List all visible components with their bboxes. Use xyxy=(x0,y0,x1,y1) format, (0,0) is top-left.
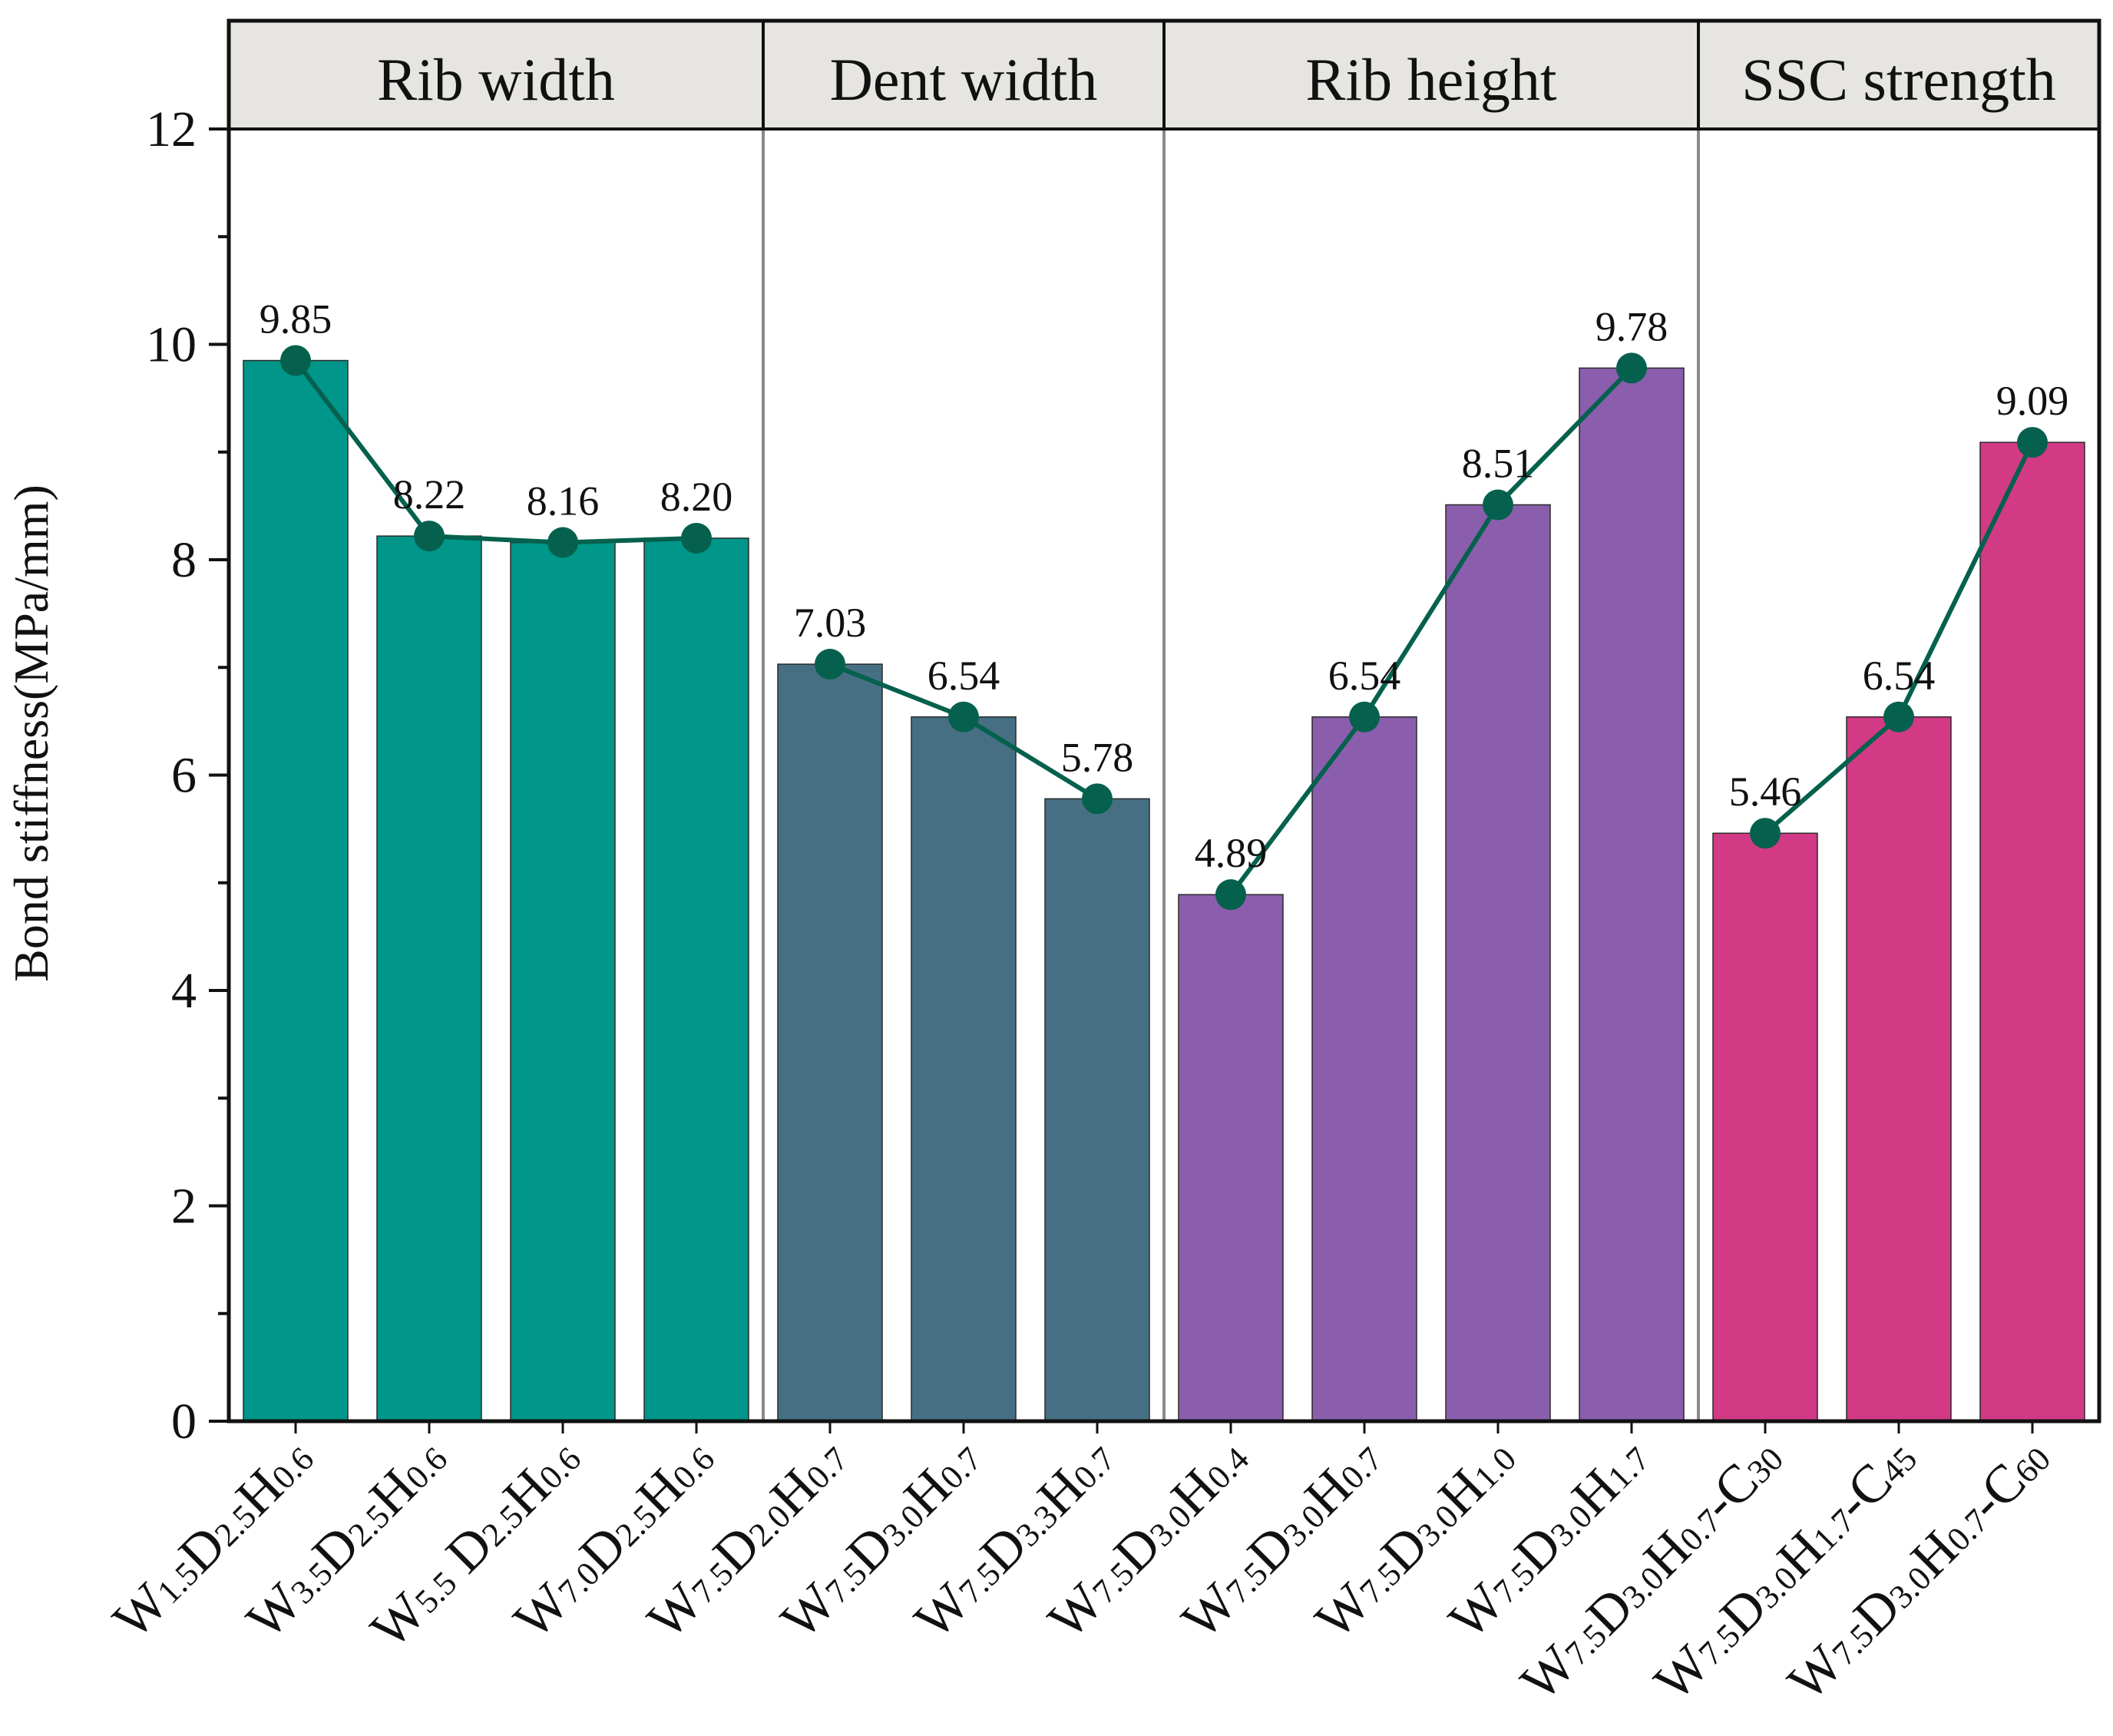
plot-frame xyxy=(227,18,2101,1424)
value-label-12: 6.54 xyxy=(1863,653,1936,699)
bar-6 xyxy=(1044,798,1150,1422)
value-label-0: 9.85 xyxy=(260,296,332,342)
data-point-6 xyxy=(1082,783,1113,815)
group-label-2: Rib height xyxy=(1305,46,1556,113)
data-point-1 xyxy=(414,521,445,552)
value-label-5: 6.54 xyxy=(928,653,1000,699)
value-label-7: 4.89 xyxy=(1195,830,1268,876)
data-point-12 xyxy=(1883,701,1914,732)
value-label-8: 6.54 xyxy=(1328,653,1401,699)
bar-7 xyxy=(1178,894,1284,1422)
value-label-1: 8.22 xyxy=(393,471,466,517)
bar-11 xyxy=(1712,832,1818,1422)
bar-13 xyxy=(1979,441,2085,1422)
value-label-13: 9.09 xyxy=(1996,378,2069,424)
bar-0 xyxy=(243,359,349,1422)
data-point-2 xyxy=(547,527,578,558)
trend-line-0 xyxy=(293,359,697,545)
axes: 0 2 4 6 8 10 12 xyxy=(146,18,2101,1450)
value-label-4: 7.03 xyxy=(794,600,867,646)
category-labels: W1.5D2.5H0.6W3.5D2.5H0.6W5.5 D2.5H0.6W7.… xyxy=(102,1428,2058,1712)
category-label-11: W7.5D3.0H0.7-C30 xyxy=(1510,1428,1794,1712)
category-label-3: W7.0D2.5H0.6 xyxy=(503,1428,725,1650)
value-label-3: 8.20 xyxy=(660,474,733,520)
data-point-13 xyxy=(2017,427,2048,458)
value-label-2: 8.16 xyxy=(527,478,600,524)
data-point-0 xyxy=(280,345,311,376)
bar-3 xyxy=(643,537,749,1422)
group-dividers xyxy=(762,129,1700,1421)
data-point-10 xyxy=(1616,352,1647,384)
value-label-11: 5.46 xyxy=(1729,769,1802,815)
y-tick-label-0: 0 xyxy=(171,1394,197,1450)
bars xyxy=(243,359,2085,1422)
value-label-10: 9.78 xyxy=(1595,303,1668,349)
y-tick-label-2: 2 xyxy=(171,1179,197,1235)
data-point-7 xyxy=(1215,879,1246,911)
y-tick-label-6: 6 xyxy=(171,748,197,804)
group-header-band: Rib width Dent width Rib height SSC strengt… xyxy=(229,21,2099,129)
trend-line-2 xyxy=(1228,366,1634,896)
bar-10 xyxy=(1579,367,1685,1422)
bar-2 xyxy=(510,541,616,1422)
bar-4 xyxy=(777,663,883,1422)
data-point-11 xyxy=(1750,818,1781,849)
group-label-3: SSC strength xyxy=(1741,46,2056,113)
value-label-6: 5.78 xyxy=(1061,734,1134,780)
value-labels: 9.85 8.22 8.16 8.20 7.03 6.54 5.78 4.89 6.54 8.51… xyxy=(260,296,2069,877)
bar-5 xyxy=(911,716,1017,1422)
bar-9 xyxy=(1445,504,1551,1422)
data-point-3 xyxy=(681,522,712,554)
y-tick-label-10: 10 xyxy=(146,317,197,373)
data-point-5 xyxy=(948,701,979,732)
data-point-4 xyxy=(815,649,845,680)
bar-1 xyxy=(376,535,482,1422)
value-label-9: 8.51 xyxy=(1462,440,1535,486)
group-label-1: Dent width xyxy=(830,46,1098,113)
data-points xyxy=(280,345,2048,911)
group-label-0: Rib width xyxy=(377,46,615,113)
y-axis-title: Bond stiffness(MPa/mm) xyxy=(4,484,58,982)
y-tick-label-12: 12 xyxy=(146,101,197,157)
y-tick-label-8: 8 xyxy=(171,532,197,588)
bar-8 xyxy=(1311,716,1417,1422)
data-point-8 xyxy=(1349,701,1380,732)
y-tick-label-4: 4 xyxy=(171,963,197,1019)
bar-12 xyxy=(1846,716,1952,1422)
data-point-9 xyxy=(1483,489,1513,521)
category-label-5: W7.5D3.0H0.7 xyxy=(770,1428,992,1650)
